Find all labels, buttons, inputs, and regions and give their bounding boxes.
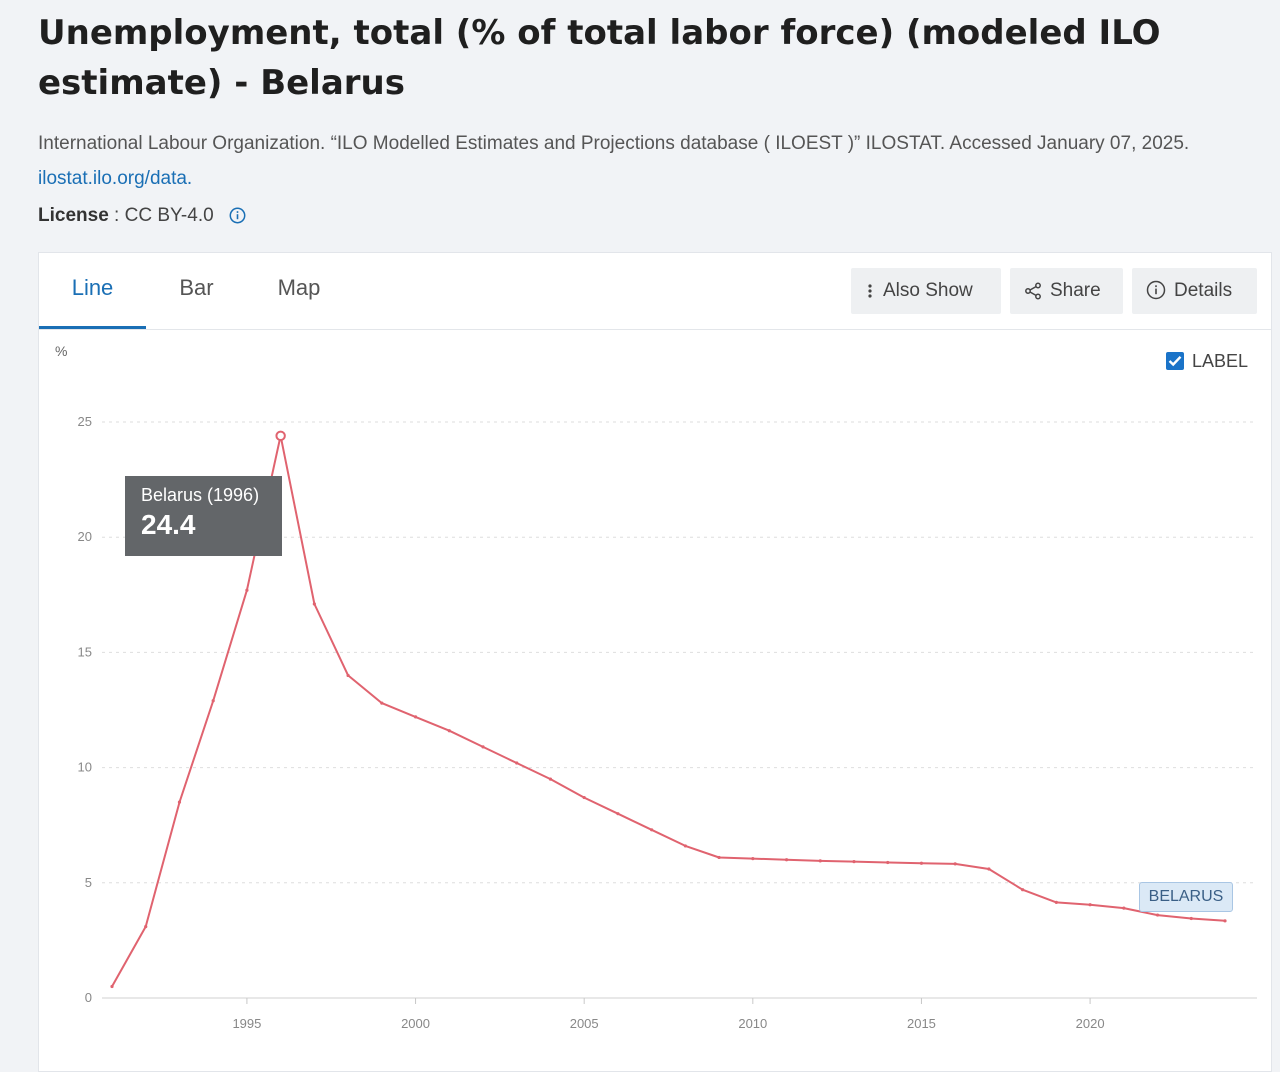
data-point	[582, 795, 586, 800]
share-button[interactable]: Share	[1010, 268, 1123, 314]
chart-panel: Line Bar Map Also Show Share Details LAB…	[38, 252, 1272, 1072]
data-point	[683, 844, 687, 848]
label-checkbox[interactable]	[1166, 352, 1184, 370]
license-value: CC BY-4.0	[124, 205, 214, 226]
x-tick-label: 1995	[232, 1016, 261, 1031]
y-tick-label: 25	[78, 414, 92, 429]
x-tick-label: 2000	[401, 1016, 430, 1031]
data-point	[447, 729, 451, 733]
data-point	[818, 859, 822, 863]
data-point	[515, 761, 519, 765]
data-point	[1122, 906, 1126, 910]
info-icon[interactable]	[229, 203, 246, 235]
license-label: License	[38, 205, 109, 226]
share-label: Share	[1050, 280, 1101, 301]
series-label-belarus: BELARUS	[1139, 882, 1233, 912]
data-point	[987, 867, 991, 871]
label-toggle[interactable]: LABEL	[1166, 351, 1248, 372]
data-point	[650, 828, 654, 832]
data-point	[144, 924, 148, 929]
tooltip-value: 24.4	[141, 509, 196, 540]
details-label: Details	[1174, 280, 1233, 301]
y-tick-label: 20	[78, 529, 92, 544]
highlighted-point	[275, 430, 286, 442]
y-tick-label: 0	[85, 990, 92, 1005]
y-axis: 0 5 10 15 20 25	[78, 414, 92, 1005]
details-button[interactable]: Details	[1132, 268, 1257, 314]
info-circle-icon	[1146, 280, 1166, 300]
data-point	[1054, 900, 1058, 904]
data-point	[312, 602, 316, 606]
data-point	[1223, 919, 1227, 923]
x-tick-label: 2020	[1076, 1016, 1105, 1031]
y-tick-label: 5	[85, 875, 92, 890]
also-show-label: Also Show	[883, 280, 973, 301]
data-point	[245, 588, 249, 592]
data-point	[1155, 913, 1160, 917]
data-point	[177, 800, 182, 804]
data-point	[211, 699, 215, 703]
data-point	[1021, 888, 1025, 892]
data-point	[413, 715, 418, 719]
x-tick-label: 2010	[738, 1016, 767, 1031]
citation-text: International Labour Organization. “ILO …	[38, 133, 1190, 154]
license: License : CC BY-4.0	[38, 200, 246, 235]
data-point	[1088, 903, 1092, 907]
y-tick-label: 15	[78, 644, 92, 659]
data-point	[380, 701, 384, 705]
data-point	[548, 777, 553, 781]
data-point	[1189, 916, 1193, 921]
x-axis: 1995 2000 2005 2010 2015 2020	[232, 998, 1105, 1031]
tooltip-title: Belarus (1996)	[141, 485, 260, 505]
view-tabs: Line Bar Map Also Show Share Details	[39, 253, 1271, 330]
page-title: Unemployment, total (% of total labor fo…	[38, 13, 1161, 103]
y-axis-unit: %	[55, 343, 67, 359]
share-icon	[1025, 282, 1041, 300]
more-vertical-icon	[868, 284, 872, 298]
data-point	[481, 745, 485, 749]
tab-line[interactable]: Line	[39, 253, 146, 329]
label-toggle-text: LABEL	[1192, 351, 1249, 371]
x-tick-label: 2005	[570, 1016, 599, 1031]
also-show-button[interactable]: Also Show	[851, 268, 1001, 314]
data-point	[616, 812, 620, 816]
data-point	[919, 861, 924, 865]
y-tick-label: 10	[78, 760, 92, 775]
data-point	[953, 862, 957, 866]
grid-lines	[102, 421, 1257, 999]
data-point	[346, 673, 350, 678]
data-point	[110, 984, 114, 989]
citation-link[interactable]: ilostat.ilo.org/data.	[38, 168, 193, 189]
checkmark-icon	[1168, 355, 1182, 367]
tooltip: Belarus (1996) 24.4	[125, 476, 282, 556]
data-point	[717, 855, 721, 860]
data-point	[751, 857, 755, 861]
license-separator: :	[108, 205, 125, 226]
data-point	[852, 860, 856, 864]
series-line-belarus	[111, 434, 1226, 987]
series-layer	[110, 430, 1227, 989]
citation: International Labour Organization. “ILO …	[38, 126, 1248, 196]
data-point	[886, 860, 890, 865]
tab-map[interactable]: Map	[277, 275, 321, 300]
data-point	[784, 858, 789, 862]
tab-bar[interactable]: Bar	[179, 275, 214, 300]
x-tick-label: 2015	[907, 1016, 936, 1031]
